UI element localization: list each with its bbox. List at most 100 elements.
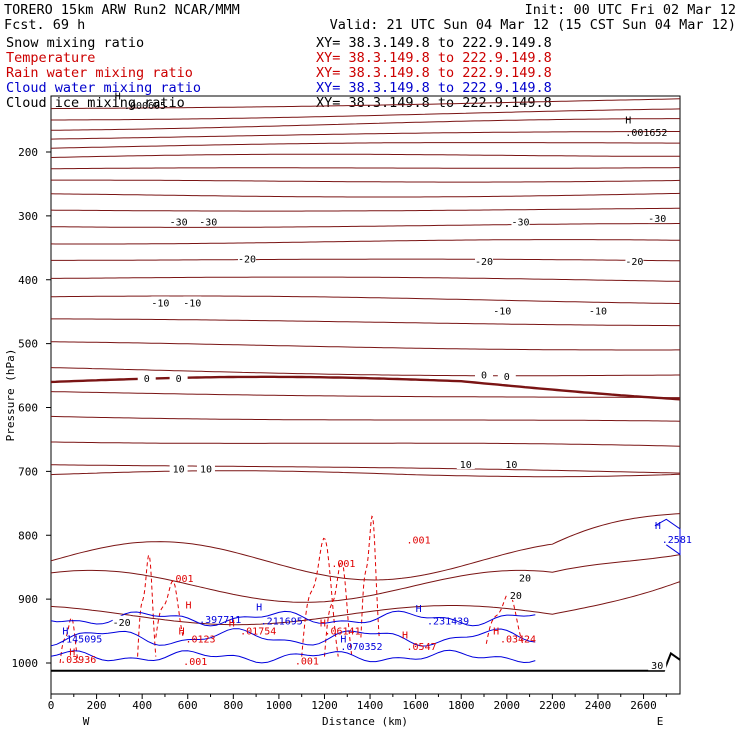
contour-labels: -30 -30 -30 -30 -20 -20 -20 -10 -10 -10 -10 0 0 0 0 10 1… [112, 212, 667, 672]
contour-label-bg [237, 252, 256, 264]
axes: 0 200 400 600 800 1000 1200 1400 1600 1800 2000 220… [12, 146, 667, 712]
x-tick-label: 600 [178, 699, 198, 712]
contour-label-bg [648, 659, 667, 671]
contour-label: 10 [505, 460, 517, 471]
isotherm [50, 415, 681, 422]
x-tick-label: 800 [223, 699, 243, 712]
contour-label: -30 [199, 217, 217, 228]
max-annotation: .231439 [427, 617, 469, 628]
contour-label-bg [151, 296, 170, 308]
header-line1-right: Init: 00 UTC Fri 02 Mar 12 [525, 2, 736, 18]
isotherm-low [50, 581, 681, 626]
y-tick-label: 700 [18, 465, 38, 478]
isotherm [50, 98, 681, 110]
contour-label: 30 [651, 661, 663, 672]
isotherm [50, 167, 680, 170]
y-tick-label: 200 [18, 146, 38, 159]
field-xy: XY= 38.3.149.8 to 222.9.149.8 [316, 65, 552, 81]
contour-label-bg [493, 304, 512, 316]
y-tick-label: 600 [18, 402, 38, 415]
contour-label-bg [112, 615, 131, 627]
contour-label-bg [169, 462, 188, 474]
x-tick-label: 400 [132, 699, 152, 712]
isotherm [50, 207, 680, 212]
max-annotation: .001 [170, 574, 194, 585]
contour-label: -30 [511, 217, 529, 228]
contour-label-bg [169, 215, 188, 227]
isotherm [51, 258, 681, 262]
contour-label: 0 [144, 374, 150, 385]
isotherm-zero [50, 375, 681, 401]
x-tick-label: 1600 [402, 699, 429, 712]
y-tick-label: 500 [18, 338, 38, 351]
max-annotation: .0547 [407, 642, 437, 653]
contour-label: -20 [625, 257, 643, 268]
contour-label: -20 [238, 254, 256, 265]
max-annotation: H [69, 647, 75, 658]
field-xy: XY= 38.3.149.8 to 222.9.149.8 [316, 80, 552, 96]
contour-label: -10 [589, 307, 607, 318]
contour-label: 10 [200, 464, 212, 475]
contour-label-bg [625, 254, 644, 266]
cloud-contour [50, 649, 536, 664]
contour-label: 10 [460, 460, 472, 471]
max-annotation: .001 [295, 656, 319, 667]
field-xy: XY= 38.3.149.8 to 222.9.149.8 [316, 95, 552, 111]
y-axis-label: Pressure (hPa) [4, 349, 17, 442]
cloud-contour [654, 518, 681, 556]
rain-contour [485, 592, 524, 644]
max-annotation: H [179, 626, 185, 637]
x-tick-label: 1200 [311, 699, 338, 712]
contour-label: -20 [113, 618, 131, 629]
isotherm [51, 118, 680, 131]
contour-label-bg [511, 215, 530, 227]
max-annotation: H [185, 601, 191, 612]
contour-label-bg [506, 588, 525, 600]
max-annotation: .001 [331, 559, 355, 570]
contour-label-bg [169, 371, 188, 383]
max-annotation: H [320, 619, 326, 630]
rain-contour [360, 515, 380, 638]
max-annotation: H [256, 603, 262, 614]
contour-label-bg [648, 212, 667, 224]
field-legend: Snow mixing ratio XY= 38.3.149.8 to 222.9… [6, 35, 552, 111]
max-annotation: H [625, 115, 631, 126]
max-annotation: .03936 [60, 655, 96, 666]
x-axis-label: Distance (km) [322, 715, 408, 728]
header-line2-right: Valid: 21 UTC Sun 04 Mar 12 (15 CST Sun … [330, 17, 736, 33]
rain-contour [324, 560, 353, 657]
cloud-water-contours [50, 518, 681, 664]
max-annotation: H [416, 604, 422, 615]
x-tick-label: 2400 [585, 699, 612, 712]
x-tick-label: 0 [48, 699, 55, 712]
max-annotation: .070352 [340, 642, 382, 653]
header-line1-left: TORERO 15km ARW Run2 NCAR/MMM [4, 2, 240, 18]
isotherm [50, 341, 680, 351]
x-tick-label: 2000 [494, 699, 521, 712]
max-annotation: .211695 [261, 617, 303, 628]
contour-label-bg [516, 571, 535, 583]
max-annotation: H [229, 619, 235, 630]
contour-label-bg [475, 368, 494, 380]
contour-label-bg [196, 462, 215, 474]
max-annotation: H [115, 92, 121, 103]
max-annotation: .001 [407, 536, 431, 547]
y-tick-label: 400 [18, 274, 38, 287]
isotherm [51, 295, 680, 304]
contour-label: -30 [648, 214, 666, 225]
y-tick-label: 300 [18, 210, 38, 223]
contour-label-bg [588, 304, 607, 316]
y-tick-label: 800 [18, 529, 38, 542]
isotherm [51, 108, 681, 121]
x-tick-label: 200 [87, 699, 107, 712]
contour-label-bg [199, 215, 218, 227]
isotherm [50, 391, 680, 399]
rain-contour [59, 617, 79, 664]
max-annotation: H [493, 626, 499, 637]
contour-label: 0 [176, 374, 182, 385]
contour-label-bg [502, 457, 521, 469]
contour-label: 0 [504, 372, 510, 383]
x-end-label-west: W [83, 715, 90, 728]
contour-label: 0 [481, 371, 487, 382]
